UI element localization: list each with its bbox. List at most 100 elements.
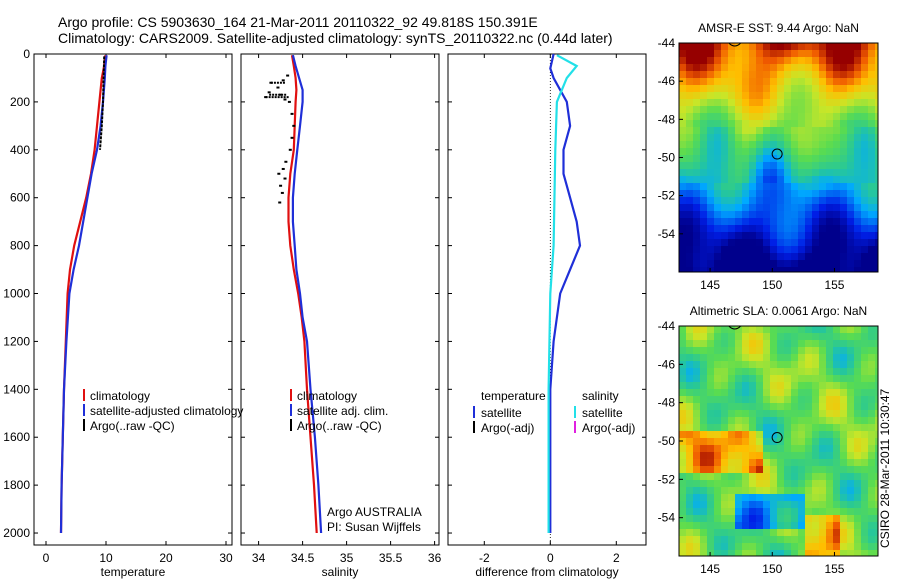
map-cell: [805, 190, 813, 198]
map-cell: [868, 64, 876, 72]
map-cell: [840, 78, 848, 86]
map-cell: [700, 169, 708, 177]
map-cell: [679, 92, 687, 100]
map-y-tick-label: -54: [658, 511, 676, 525]
map-cell: [854, 347, 862, 355]
map-cell: [875, 515, 878, 523]
map-cell: [826, 127, 834, 135]
map-cell: [679, 368, 687, 376]
map-cell: [854, 466, 862, 474]
map-cell: [840, 431, 848, 439]
map-cell: [679, 78, 687, 86]
map-cell: [749, 438, 757, 446]
map-cell: [749, 354, 757, 362]
map-cell: [763, 529, 771, 537]
map-cell: [728, 550, 736, 556]
map-cell: [875, 508, 878, 516]
map-cell: [686, 155, 694, 163]
map-cell: [693, 529, 701, 537]
map-cell: [826, 43, 834, 51]
map-cell: [784, 410, 792, 418]
map-cell: [721, 410, 729, 418]
map-cell: [777, 536, 785, 544]
map-cell: [700, 106, 708, 114]
map-cell: [763, 92, 771, 100]
map-cell: [700, 113, 708, 121]
map-cell: [735, 431, 743, 439]
map-cell: [784, 333, 792, 341]
map-cell: [749, 92, 757, 100]
map-cell: [714, 529, 722, 537]
map-cell: [868, 169, 876, 177]
map-cell: [728, 452, 736, 460]
argo-data-point: [284, 160, 288, 163]
map-cell: [784, 260, 792, 268]
map-cell: [875, 239, 878, 247]
map-cell: [791, 382, 799, 390]
map-cell: [721, 71, 729, 79]
map-cell: [749, 155, 757, 163]
map-cell: [819, 92, 827, 100]
map-cell: [812, 347, 820, 355]
map-cell: [854, 361, 862, 369]
map-cell: [840, 148, 848, 156]
map-cell: [819, 113, 827, 121]
map-cell: [693, 92, 701, 100]
map-cell: [868, 473, 876, 481]
map-cell: [728, 508, 736, 516]
map-cell: [763, 459, 771, 467]
map-cell: [721, 375, 729, 383]
map-cell: [714, 543, 722, 551]
map-cell: [749, 169, 757, 177]
map-cell: [868, 347, 876, 355]
map-cell: [875, 267, 878, 272]
map-cell: [826, 99, 834, 107]
map-cell: [742, 480, 750, 488]
map-cell: [833, 487, 841, 495]
map-cell: [756, 424, 764, 432]
map-cell: [756, 141, 764, 149]
map-cell: [686, 473, 694, 481]
map-cell: [875, 452, 878, 460]
map-cell: [679, 162, 687, 170]
map-cell: [812, 410, 820, 418]
map-cell: [749, 543, 757, 551]
map-cell: [686, 333, 694, 341]
map-cell: [749, 134, 757, 142]
map-cell: [784, 190, 792, 198]
map-cell: [833, 260, 841, 268]
y-tick-label: 800: [10, 239, 30, 253]
map-cell: [721, 340, 729, 348]
map-cell: [791, 50, 799, 58]
map-cell: [847, 71, 855, 79]
map-cell: [756, 127, 764, 135]
map-cell: [819, 375, 827, 383]
map-cell: [847, 190, 855, 198]
map-cell: [826, 333, 834, 341]
map-cell: [728, 99, 736, 107]
map-cell: [770, 176, 778, 184]
map-cell: [854, 368, 862, 376]
map-cell: [749, 43, 757, 51]
map-cell: [798, 141, 806, 149]
map-cell: [798, 410, 806, 418]
map-cell: [833, 43, 841, 51]
map-cell: [826, 155, 834, 163]
map-cell: [854, 508, 862, 516]
map-cell: [826, 466, 834, 474]
map-cell: [693, 368, 701, 376]
map-cell: [700, 148, 708, 156]
map-cell: [826, 473, 834, 481]
map-cell: [686, 445, 694, 453]
map-cell: [875, 368, 878, 376]
y-tick-label: 1400: [3, 382, 30, 396]
map-cell: [875, 354, 878, 362]
map-cell: [833, 354, 841, 362]
map-cell: [847, 473, 855, 481]
map-cell: [777, 134, 785, 142]
map-cell: [679, 64, 687, 72]
map-cell: [714, 326, 722, 334]
map-cell: [805, 473, 813, 481]
map-cell: [854, 438, 862, 446]
map-cell: [798, 92, 806, 100]
